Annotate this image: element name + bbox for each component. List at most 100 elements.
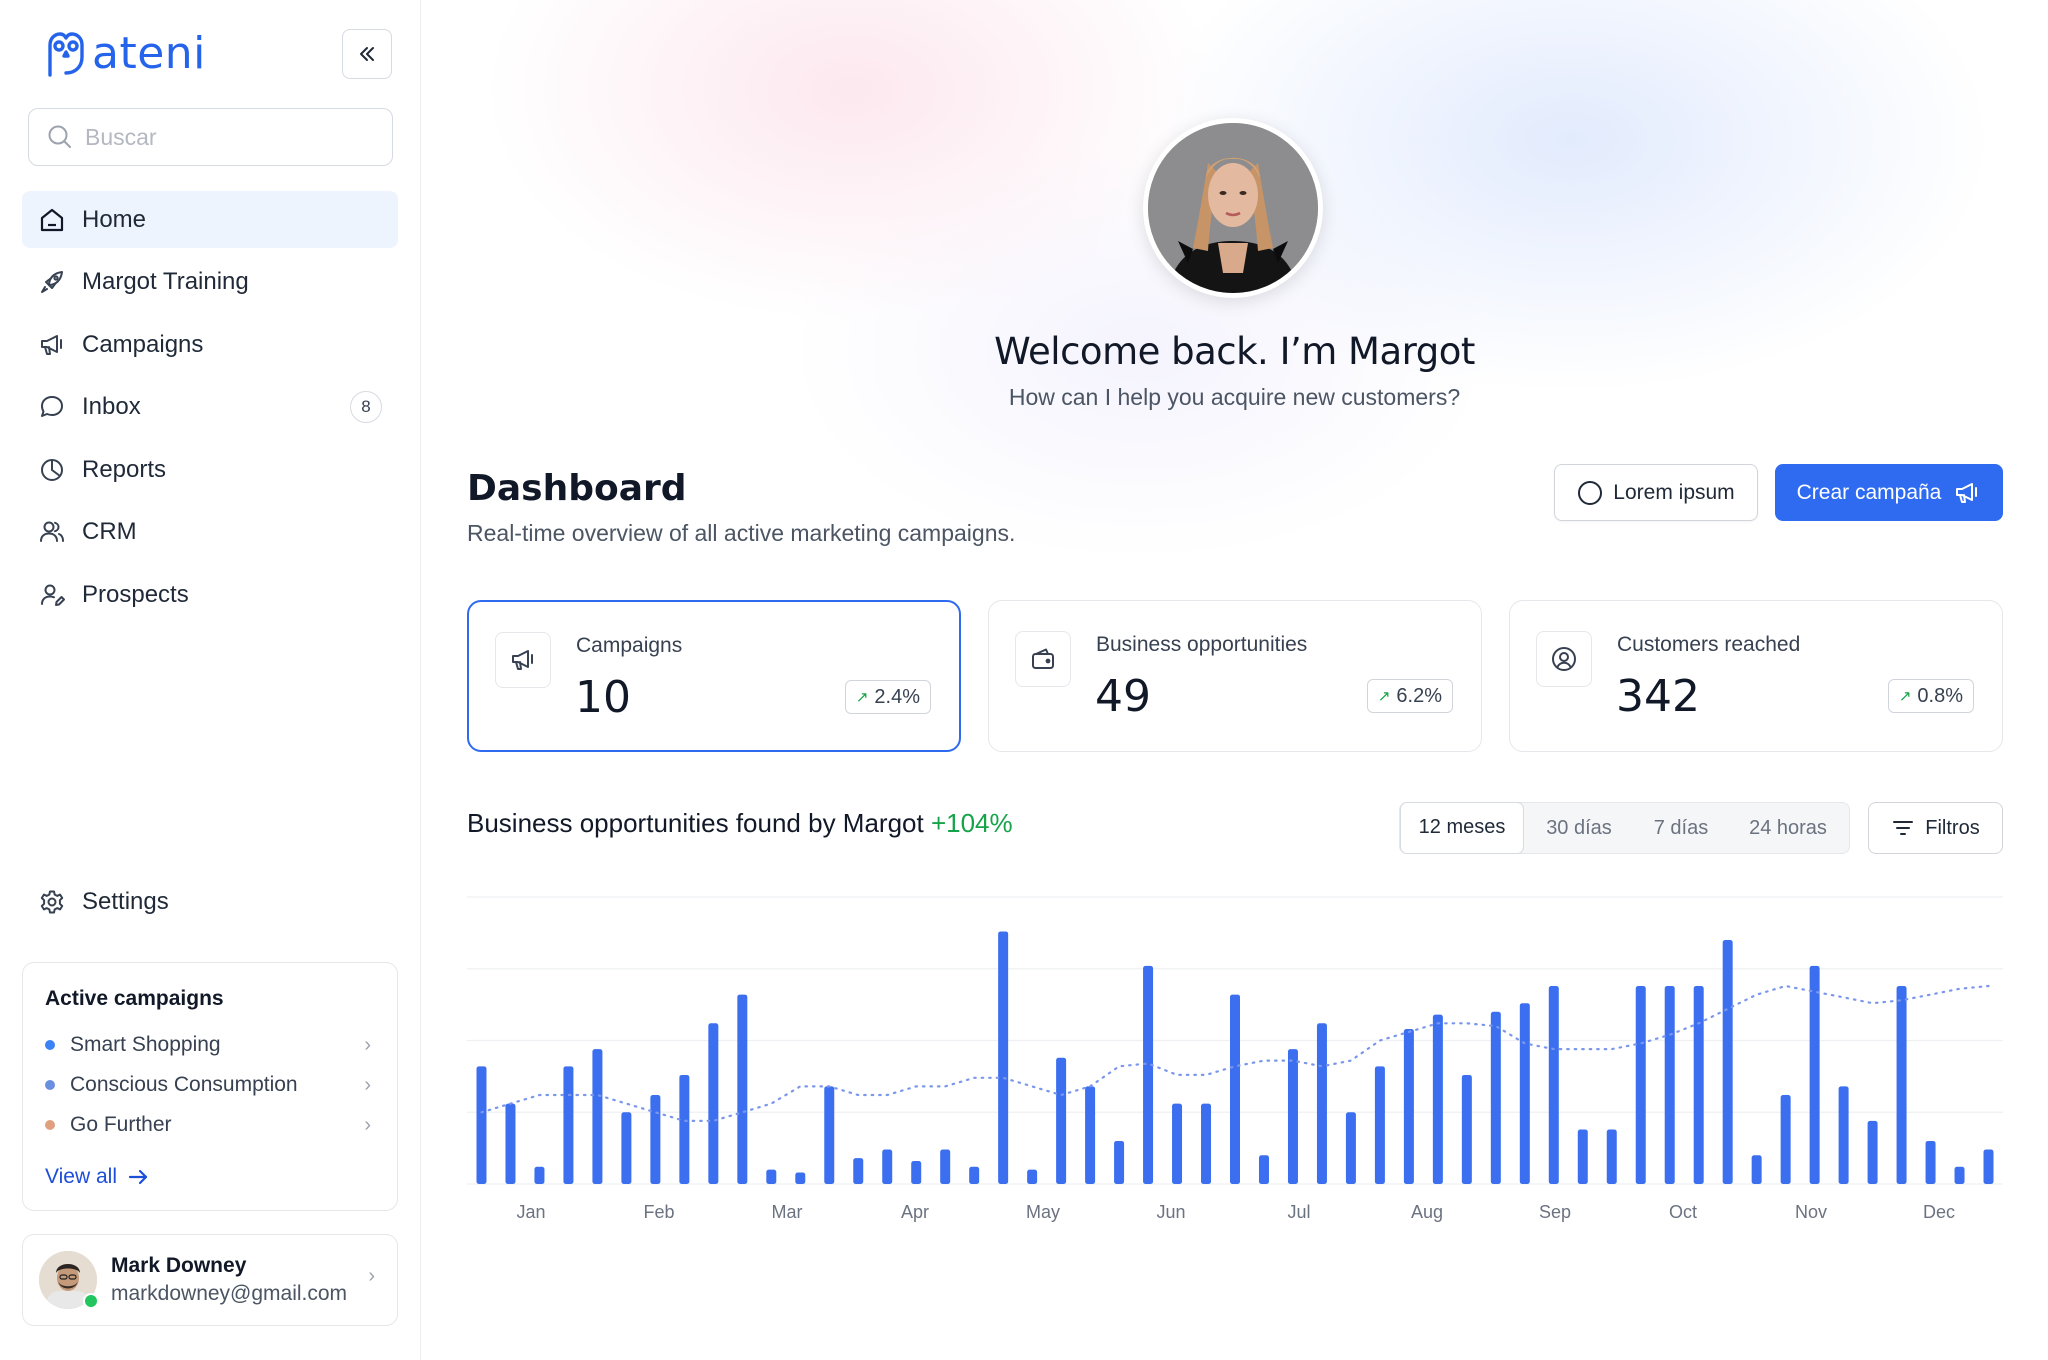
search-icon xyxy=(48,125,71,148)
nav-label-home: Home xyxy=(82,205,147,233)
chart-bar xyxy=(882,1149,893,1184)
nav-item-reports[interactable]: Reports xyxy=(22,441,398,498)
chart-bar xyxy=(853,1158,864,1184)
chart-bar xyxy=(1461,1074,1472,1184)
chart-bar xyxy=(1056,1057,1067,1184)
chevron-right-icon: › xyxy=(368,1265,375,1287)
range-12-months[interactable]: 12 meses xyxy=(1400,801,1524,854)
main-content: Welcome back. I’m Margot How can I help … xyxy=(421,0,2048,1360)
chevrons-left-icon xyxy=(360,47,374,61)
create-campaign-label: Crear campaña xyxy=(1796,480,1942,504)
campaign-item-conscious-consumption[interactable]: Conscious Consumption › xyxy=(45,1065,375,1105)
chart-x-tick-label: Sep xyxy=(1539,1202,1571,1222)
chart-bar xyxy=(1027,1169,1038,1184)
welcome-heading: Welcome back. I’m Margot xyxy=(994,330,1475,373)
chart-bar xyxy=(1896,985,1907,1184)
user-email: markdowney@gmail.com xyxy=(111,1282,348,1305)
stat-label: Customers reached xyxy=(1617,633,1801,656)
dashboard-title: Dashboard xyxy=(467,468,687,509)
user-edit-icon xyxy=(41,584,65,607)
stat-label: Campaigns xyxy=(576,634,683,657)
chart-bar xyxy=(1345,1112,1356,1184)
lorem-ipsum-button[interactable]: Lorem ipsum xyxy=(1554,464,1758,521)
chart-bar xyxy=(476,1066,487,1184)
chart-bar xyxy=(1606,1129,1617,1184)
stat-icon-box xyxy=(495,632,551,688)
chart-bar xyxy=(679,1074,690,1184)
chart-change-value: +104% xyxy=(930,808,1013,838)
campaign-item-smart-shopping[interactable]: Smart Shopping › xyxy=(45,1025,375,1065)
range-30-days[interactable]: 30 días xyxy=(1546,816,1612,839)
circle-icon xyxy=(1578,480,1603,505)
inbox-count-badge: 8 xyxy=(350,391,382,424)
nav-item-prospects[interactable]: Prospects xyxy=(22,567,398,624)
chart-bar xyxy=(824,1086,835,1184)
chart-bar xyxy=(1085,1086,1096,1184)
wallet-icon xyxy=(1032,648,1054,669)
chart-x-tick-label: Apr xyxy=(901,1202,929,1222)
active-campaigns-card: Active campaigns Smart Shopping › Consci… xyxy=(22,962,398,1211)
arrow-up-right-icon: ↗ xyxy=(1377,688,1391,705)
stat-card-business-opportunities[interactable]: Business opportunities 49 ↗ 6.2% xyxy=(988,600,1482,752)
active-campaigns-title: Active campaigns xyxy=(45,987,224,1010)
chart-bar xyxy=(1403,1029,1414,1184)
stat-delta-value: 6.2% xyxy=(1396,684,1442,707)
margot-photo xyxy=(1148,123,1318,293)
chart-title-text: Business opportunities found by Margot xyxy=(467,808,924,838)
stat-delta-value: 2.4% xyxy=(874,685,920,708)
nav-item-campaigns[interactable]: Campaigns xyxy=(22,316,398,373)
stat-value: 342 xyxy=(1616,671,1700,722)
stat-label: Business opportunities xyxy=(1096,633,1308,656)
campaign-item-go-further[interactable]: Go Further › xyxy=(45,1105,375,1145)
chart-bar xyxy=(1258,1155,1269,1184)
nav-item-home[interactable]: Home xyxy=(22,191,398,248)
nav-item-margot-training[interactable]: Margot Training xyxy=(22,254,398,311)
nav-item-inbox[interactable]: Inbox 8 xyxy=(22,379,398,436)
chart-bar xyxy=(1287,1049,1298,1184)
chart-bar xyxy=(1954,1166,1965,1184)
stat-card-customers-reached[interactable]: Customers reached 342 ↗ 0.8% xyxy=(1509,600,2003,752)
nav-label-margot-training: Margot Training xyxy=(82,268,249,296)
chart-bar xyxy=(1316,1023,1327,1184)
stat-value: 10 xyxy=(575,672,631,723)
nav-label-prospects: Prospects xyxy=(82,581,189,609)
chart-bar xyxy=(1143,965,1154,1184)
search-input[interactable] xyxy=(85,123,365,151)
chart-x-tick-label: Nov xyxy=(1795,1202,1827,1222)
user-profile-card[interactable]: Mark Downey markdowney@gmail.com › xyxy=(22,1234,398,1326)
filters-button[interactable]: Filtros xyxy=(1868,802,2003,854)
chart-x-tick-label: May xyxy=(1026,1202,1060,1222)
chart-bar xyxy=(1693,985,1704,1184)
lorem-ipsum-label: Lorem ipsum xyxy=(1613,480,1735,504)
range-24-hours[interactable]: 24 horas xyxy=(1749,816,1827,839)
filters-label: Filtros xyxy=(1925,816,1980,839)
campaign-dot xyxy=(45,1040,55,1050)
nav-label-campaigns: Campaigns xyxy=(82,330,204,358)
main-nav: Home Margot Training Campaigns Inbox 8 xyxy=(22,191,398,629)
gear-icon xyxy=(40,890,64,914)
stat-icon-box xyxy=(1015,631,1071,687)
nav-item-crm[interactable]: CRM xyxy=(22,504,398,561)
chart-x-tick-label: Jul xyxy=(1287,1202,1310,1222)
chart-x-tick-label: Aug xyxy=(1411,1202,1443,1222)
dashboard-subtitle: Real-time overview of all active marketi… xyxy=(467,520,1016,546)
welcome-subtitle: How can I help you acquire new customers… xyxy=(1008,384,1461,410)
brand-logo[interactable]: ateni xyxy=(46,28,206,80)
chart-x-tick-label: Oct xyxy=(1669,1202,1697,1222)
campaign-label: Go Further xyxy=(70,1113,172,1136)
collapse-sidebar-button[interactable] xyxy=(342,29,392,79)
create-campaign-button[interactable]: Crear campaña xyxy=(1775,464,2003,521)
stat-value: 49 xyxy=(1095,671,1151,722)
stat-card-campaigns[interactable]: Campaigns 10 ↗ 2.4% xyxy=(467,600,961,752)
chart-bar xyxy=(795,1172,806,1184)
chevron-right-icon: › xyxy=(364,1073,371,1096)
chart-bar xyxy=(1925,1140,1936,1184)
time-range-selector: 12 meses 30 días 7 días 24 horas xyxy=(1399,801,1850,854)
settings-link[interactable]: Settings xyxy=(38,888,169,916)
search-box[interactable] xyxy=(28,108,393,166)
view-all-campaigns-link[interactable]: View all xyxy=(45,1165,375,1189)
chart-bar xyxy=(969,1166,980,1184)
chart-bar xyxy=(1751,1155,1762,1184)
range-7-days[interactable]: 7 días xyxy=(1653,816,1709,839)
chart-bar xyxy=(1577,1129,1588,1184)
